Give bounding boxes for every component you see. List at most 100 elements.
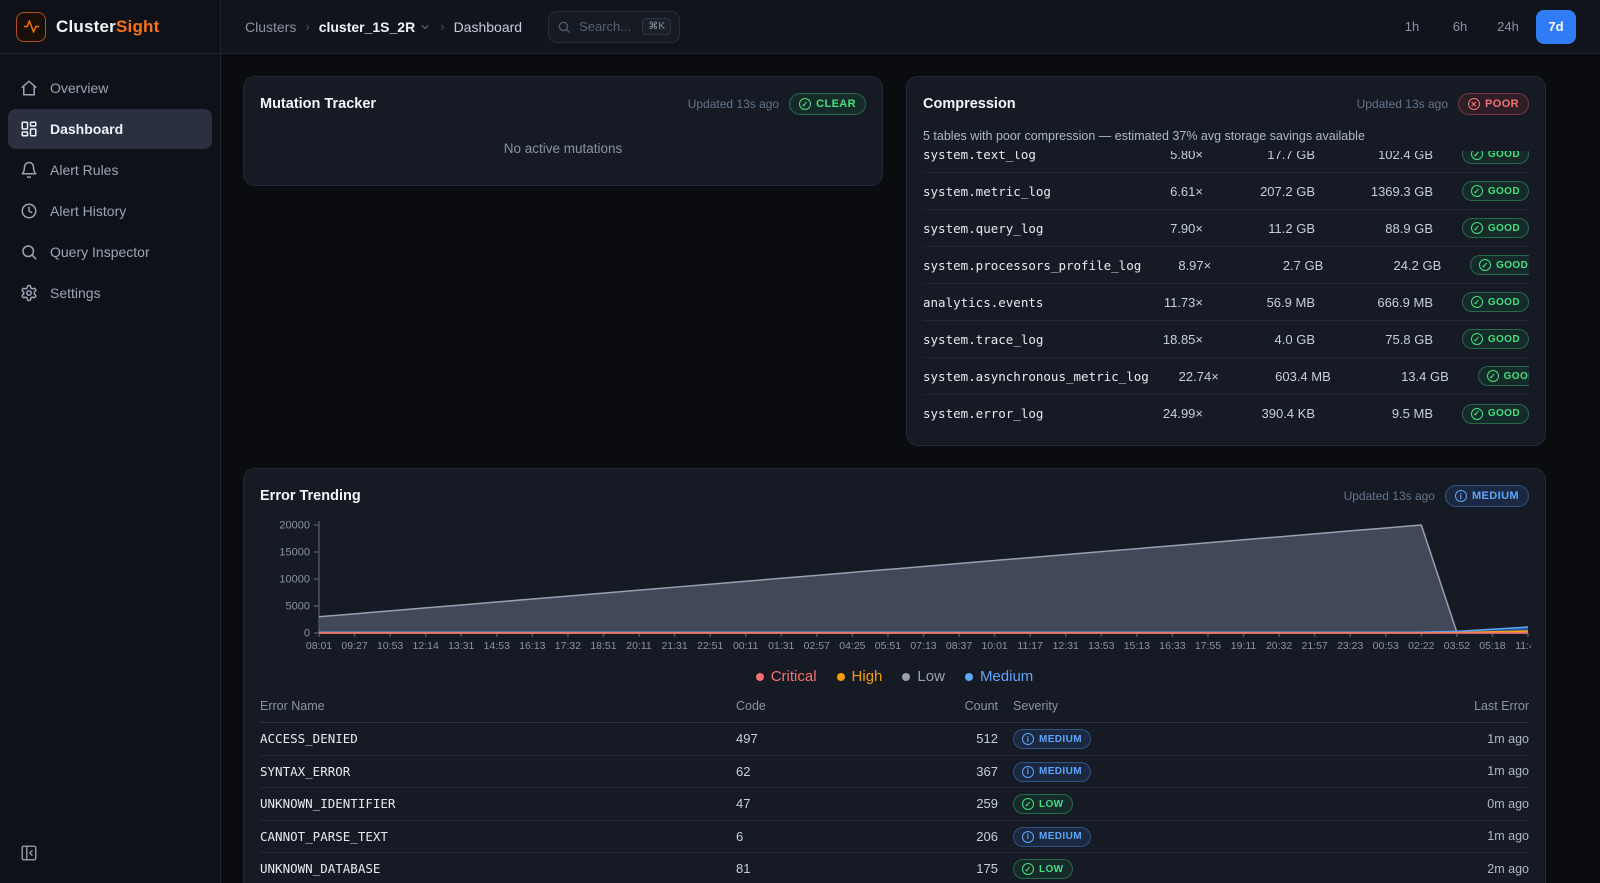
error-code: 47 [736,796,900,811]
table-name: system.trace_log [923,332,1133,347]
legend-label: High [852,668,883,685]
svg-text:01:31: 01:31 [768,640,794,652]
table-row[interactable]: system.query_log7.90×11.2 GB88.9 GB✓GOOD [923,210,1529,247]
compression-subtitle: 5 tables with poor compression — estimat… [923,129,1529,143]
status-badge: ✓GOOD [1462,292,1529,312]
breadcrumb-clusters[interactable]: Clusters [245,19,296,35]
uncompressed-size: 24.2 GB [1323,258,1441,273]
sidebar: ClusterSight OverviewDashboardAlert Rule… [0,0,221,883]
svg-text:08:37: 08:37 [946,640,972,652]
table-row[interactable]: system.metric_log6.61×207.2 GB1369.3 GB✓… [923,173,1529,210]
sidebar-item-label: Query Inspector [50,244,150,260]
chart-legend: CriticalHighLowMedium [260,668,1529,685]
error-trending-status-badge: iMEDIUM [1445,485,1529,507]
info-circle-icon: i [1022,733,1034,745]
panel-collapse-icon [20,844,38,862]
svg-text:13:31: 13:31 [448,640,474,652]
time-range-7d[interactable]: 7d [1536,10,1576,44]
error-code: 6 [736,829,900,844]
legend-label: Low [917,668,945,685]
svg-text:5000: 5000 [286,601,310,613]
table-row[interactable]: system.asynchronous_metric_log22.74×603.… [923,358,1529,395]
svg-text:10000: 10000 [279,574,310,586]
svg-text:00:53: 00:53 [1373,640,1399,652]
compression-ratio: 6.61× [1133,184,1203,199]
error-code: 81 [736,861,900,876]
svg-text:18:51: 18:51 [590,640,616,652]
uncompressed-size: 102.4 GB [1315,151,1433,162]
sidebar-item-alert-history[interactable]: Alert History [8,191,212,231]
mutation-tracker-card: Mutation Tracker Updated 13s ago ✓CLEAR … [243,76,883,186]
error-name: CANNOT_PARSE_TEXT [260,829,736,844]
uncompressed-size: 9.5 MB [1315,406,1433,421]
sidebar-item-query-inspector[interactable]: Query Inspector [8,232,212,272]
time-range-6h[interactable]: 6h [1440,10,1480,44]
svg-text:10:01: 10:01 [981,640,1007,652]
table-row[interactable]: UNKNOWN_DATABASE81175✓LOW2m ago [260,853,1529,883]
table-row[interactable]: system.processors_profile_log8.97×2.7 GB… [923,247,1529,284]
svg-text:07:13: 07:13 [910,640,936,652]
breadcrumb-page: Dashboard [454,19,523,35]
uncompressed-size: 1369.3 GB [1315,184,1433,199]
sidebar-item-overview[interactable]: Overview [8,68,212,108]
svg-text:17:55: 17:55 [1195,640,1221,652]
svg-text:22:51: 22:51 [697,640,723,652]
table-row[interactable]: analytics.events11.73×56.9 MB666.9 MB✓GO… [923,284,1529,321]
svg-text:23:23: 23:23 [1337,640,1363,652]
mutation-empty-state: No active mutations [260,141,866,156]
svg-text:15000: 15000 [279,547,310,559]
table-row[interactable]: CANNOT_PARSE_TEXT6206iMEDIUM1m ago [260,821,1529,854]
sidebar-item-settings[interactable]: Settings [8,273,212,313]
info-circle-icon: i [1022,766,1034,778]
error-name: UNKNOWN_IDENTIFIER [260,796,736,811]
svg-text:20:11: 20:11 [626,640,652,652]
table-row[interactable]: UNKNOWN_IDENTIFIER47259✓LOW0m ago [260,788,1529,821]
gear-icon [20,284,38,302]
table-row[interactable]: SYNTAX_ERROR62367iMEDIUM1m ago [260,756,1529,789]
status-badge: iMEDIUM [1013,827,1091,847]
sidebar-collapse-button[interactable] [16,840,42,869]
table-name: system.text_log [923,151,1133,162]
search-input[interactable]: Search... ⌘K [548,11,680,43]
table-row[interactable]: system.error_log24.99×390.4 KB9.5 MB✓GOO… [923,395,1529,432]
compression-card: Compression Updated 13s ago ✕POOR 5 tabl… [906,76,1546,446]
error-last-seen: 1m ago [1409,764,1529,778]
breadcrumb-cluster-selector[interactable]: cluster_1S_2R [319,19,432,35]
status-badge: ✓GOOD [1462,181,1529,201]
svg-text:02:57: 02:57 [804,640,830,652]
compression-ratio: 18.85× [1133,332,1203,347]
svg-text:20000: 20000 [279,520,310,532]
table-name: system.metric_log [923,184,1133,199]
col-error-name: Error Name [260,699,736,713]
time-range-group: 1h6h24h7d [1392,10,1576,44]
compressed-size: 2.7 GB [1211,258,1323,273]
status-badge: ✓GOOD [1470,255,1529,275]
status-badge: iMEDIUM [1013,762,1091,782]
error-count: 512 [900,731,998,746]
svg-text:16:13: 16:13 [519,640,545,652]
check-circle-icon: ✓ [1022,798,1034,810]
svg-text:12:31: 12:31 [1053,640,1079,652]
legend-item-high: High [837,668,883,685]
uncompressed-size: 13.4 GB [1331,369,1449,384]
time-range-24h[interactable]: 24h [1488,10,1528,44]
compressed-size: 4.0 GB [1203,332,1315,347]
svg-text:10:53: 10:53 [377,640,403,652]
table-row[interactable]: ACCESS_DENIED497512iMEDIUM1m ago [260,723,1529,756]
time-range-1h[interactable]: 1h [1392,10,1432,44]
mutation-status-badge: ✓CLEAR [789,93,866,115]
table-name: system.processors_profile_log [923,258,1141,273]
sidebar-item-dashboard[interactable]: Dashboard [8,109,212,149]
compression-table-viewport[interactable]: system.text_log5.80×17.7 GB102.4 GB✓GOOD… [923,151,1529,439]
dashboard-icon [20,120,38,138]
status-badge: ✓LOW [1013,794,1073,814]
svg-text:08:01: 08:01 [306,640,332,652]
sidebar-item-alert-rules[interactable]: Alert Rules [8,150,212,190]
error-name: ACCESS_DENIED [260,731,736,746]
svg-text:15:13: 15:13 [1124,640,1150,652]
check-circle-icon: ✓ [1471,151,1483,160]
svg-text:04:25: 04:25 [839,640,865,652]
table-row[interactable]: system.trace_log18.85×4.0 GB75.8 GB✓GOOD [923,321,1529,358]
table-row[interactable]: system.text_log5.80×17.7 GB102.4 GB✓GOOD [923,151,1529,173]
error-trend-chart: 0500010000150002000008:0109:2710:5312:14… [260,515,1529,660]
